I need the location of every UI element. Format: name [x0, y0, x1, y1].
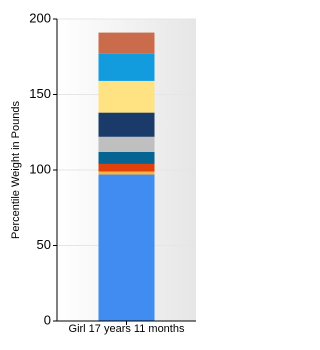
bar-segment [98, 163, 155, 172]
chart: Percentile Weight in Pounds 0 50 100 150 200… [10, 10, 196, 335]
bar-segment [98, 151, 155, 164]
bar-segment [98, 53, 155, 81]
bar-segment [98, 136, 155, 152]
y-tick-label: 200 [29, 10, 51, 25]
bar-segment [98, 80, 155, 113]
y-tick-label: 0 [44, 312, 51, 327]
bar-segment [98, 171, 155, 175]
y-axis-label: Percentile Weight in Pounds [10, 101, 22, 239]
y-tick-label: 150 [29, 86, 51, 101]
x-tick-label: Girl 17 years 11 months [69, 323, 185, 335]
y-tick-label: 50 [37, 237, 51, 252]
bar-segment [98, 112, 155, 137]
bar-segment [98, 32, 155, 54]
bar-segment [98, 174, 155, 321]
y-tick-label: 100 [29, 161, 51, 176]
